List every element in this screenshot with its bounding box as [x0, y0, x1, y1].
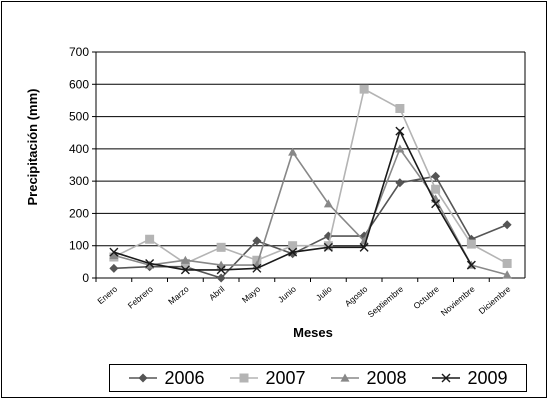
y-axis-title: Precipitación (mm): [25, 88, 40, 205]
data-point: [288, 247, 298, 257]
legend-swatch: [432, 373, 461, 383]
y-tick-label: 300: [69, 174, 89, 188]
x-tick-label: Abril: [207, 284, 227, 303]
data-point: [109, 250, 119, 259]
x-tick-label: Octubre: [411, 284, 441, 311]
data-point: [323, 241, 333, 251]
x-tick-label: Diciembre: [477, 284, 513, 316]
y-tick-label: 0: [82, 271, 89, 285]
line-chart: 0 100 200 300 400 500 600 700 Enero Febrero Marzo…: [25, 45, 526, 340]
data-point: [395, 126, 405, 136]
series-line-2007: [113, 87, 508, 265]
series-2006: [109, 171, 512, 283]
series-2009: [109, 126, 476, 275]
data-point: [252, 236, 262, 246]
legend-label: 2007: [265, 367, 306, 388]
data-point: [502, 270, 512, 279]
y-tick-label: 100: [69, 239, 89, 253]
y-tick-label: 600: [69, 77, 89, 91]
x-tick-label: Junio: [276, 284, 298, 305]
y-tick-labels: 0 100 200 300 400 500 600 700: [69, 45, 89, 285]
data-point: [395, 144, 405, 153]
legend-swatch: [230, 373, 259, 383]
x-tick-label: Noviembre: [439, 284, 477, 318]
chart-frame: 0 100 200 300 400 500 600 700 Enero Febrero Marzo…: [1, 1, 547, 398]
data-point: [145, 258, 155, 268]
y-tick-label: 400: [69, 142, 89, 156]
x-axis-title: Meses: [293, 325, 333, 340]
data-point: [109, 247, 119, 257]
legend: 2006 2007 2008 2009: [109, 364, 527, 392]
series-2008: [109, 144, 512, 279]
series-line-2006: [113, 175, 508, 279]
data-point: [359, 242, 369, 252]
data-point: [216, 242, 226, 252]
legend-marker: [441, 373, 451, 383]
legend-marker: [340, 373, 350, 382]
data-point: [502, 220, 512, 230]
data-point: [431, 199, 441, 209]
x-tick-label: Marzo: [166, 284, 191, 307]
data-point: [466, 260, 476, 270]
data-point: [216, 273, 226, 283]
y-tick-label: 500: [69, 110, 89, 124]
data-point: [323, 242, 333, 252]
legend-marker: [239, 373, 249, 383]
x-tick-label: Julio: [314, 284, 334, 303]
legend-marker: [138, 373, 148, 383]
data-point: [180, 255, 190, 264]
y-tick-label: 200: [69, 206, 89, 220]
data-point: [109, 263, 119, 273]
data-point: [431, 171, 441, 181]
data-point: [395, 104, 405, 113]
data-point: [252, 263, 262, 273]
legend-label: 2006: [164, 367, 205, 388]
data-point: [216, 260, 226, 269]
x-tick-label: Septiembre: [365, 284, 405, 320]
x-tick-labels: Enero Febrero Marzo Abril Mayo Junio Julio Agos…: [95, 284, 512, 320]
data-point: [180, 265, 190, 275]
legend-item-2008: 2008: [330, 367, 407, 389]
legend-item-2009: 2009: [431, 367, 508, 389]
data-point: [431, 184, 441, 194]
data-point: [288, 241, 298, 251]
data-point: [145, 234, 155, 244]
x-tick-label: Enero: [95, 284, 119, 306]
legend-item-2006: 2006: [128, 367, 205, 389]
data-point: [395, 178, 405, 188]
legend-item-2007: 2007: [229, 367, 306, 389]
series-line-2008: [113, 147, 508, 276]
data-point: [216, 265, 226, 275]
x-tick-label: Febrero: [126, 284, 155, 311]
legend-label: 2009: [467, 367, 508, 388]
x-tick-label: Agosto: [343, 284, 370, 309]
series-lines: [109, 84, 512, 283]
legend-swatch: [331, 373, 360, 382]
gridlines: [92, 51, 526, 282]
series-2007: [109, 84, 512, 268]
data-point: [502, 258, 512, 268]
legend-label: 2008: [366, 367, 407, 388]
x-tick-label: Mayo: [240, 284, 263, 305]
data-point: [288, 147, 298, 156]
data-point: [252, 255, 262, 265]
y-tick-label: 700: [69, 45, 89, 59]
legend-swatch: [129, 373, 158, 383]
data-point: [359, 84, 369, 94]
data-point: [323, 199, 333, 208]
data-point: [466, 239, 476, 249]
